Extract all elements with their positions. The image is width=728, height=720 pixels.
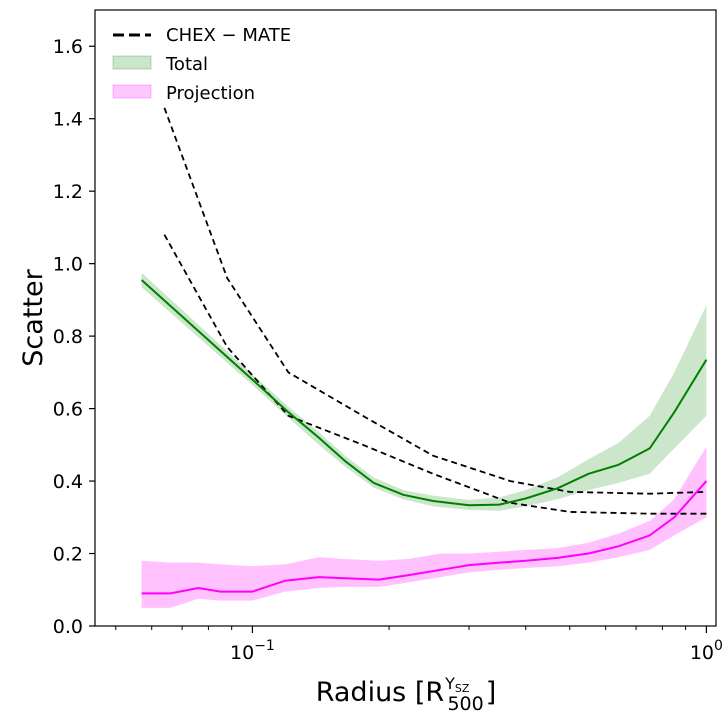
y-tick-label-1.4: 1.4 <box>53 109 83 131</box>
chex-mate-lower-line <box>163 234 707 515</box>
legend-projection-label: Projection <box>166 83 255 104</box>
x-axis-title-prefix: Radius [R <box>316 677 444 708</box>
x-tick-label-0.1: 10−1 <box>230 638 275 664</box>
projection-band <box>141 446 707 608</box>
legend: CHEX − MATE Total Projection <box>112 25 291 104</box>
x-axis: 10−1 100 <box>115 626 723 664</box>
legend-chex-mate-label: CHEX − MATE <box>166 25 291 46</box>
y-tick-label-0.2: 0.2 <box>53 544 83 566</box>
x-axis-title-sup-sub: SZ <box>455 682 470 695</box>
x-axis-title: Radius [RYSZ 500] <box>316 674 497 715</box>
y-axis: 0.0 0.2 0.4 0.6 0.8 1.0 1.2 1.4 1.6 <box>53 36 95 638</box>
legend-total-label: Total <box>165 54 208 75</box>
line-layer <box>140 107 708 595</box>
y-tick-label-0.8: 0.8 <box>53 326 83 348</box>
x-axis-title-suffix: ] <box>486 677 497 708</box>
plot-frame <box>94 9 717 627</box>
total-line <box>140 279 708 507</box>
y-axis-title: Scatter <box>18 268 49 366</box>
y-tick-label-1.2: 1.2 <box>53 181 83 203</box>
band-layer <box>141 272 707 608</box>
projection-line <box>141 480 708 595</box>
y-tick-label-0.4: 0.4 <box>53 471 83 493</box>
legend-projection-swatch <box>112 84 152 99</box>
x-tick-label-1: 100 <box>690 638 723 664</box>
x-axis-title-sup: Y <box>444 674 455 693</box>
y-tick-label-0.6: 0.6 <box>53 399 83 421</box>
y-tick-label-1.6: 1.6 <box>53 36 83 58</box>
y-tick-label-0.0: 0.0 <box>53 616 83 638</box>
legend-total-swatch <box>112 55 152 70</box>
x-axis-title-sub: 500 <box>447 693 483 715</box>
y-tick-label-1.0: 1.0 <box>53 254 83 276</box>
chex-mate-upper-line <box>163 107 707 495</box>
